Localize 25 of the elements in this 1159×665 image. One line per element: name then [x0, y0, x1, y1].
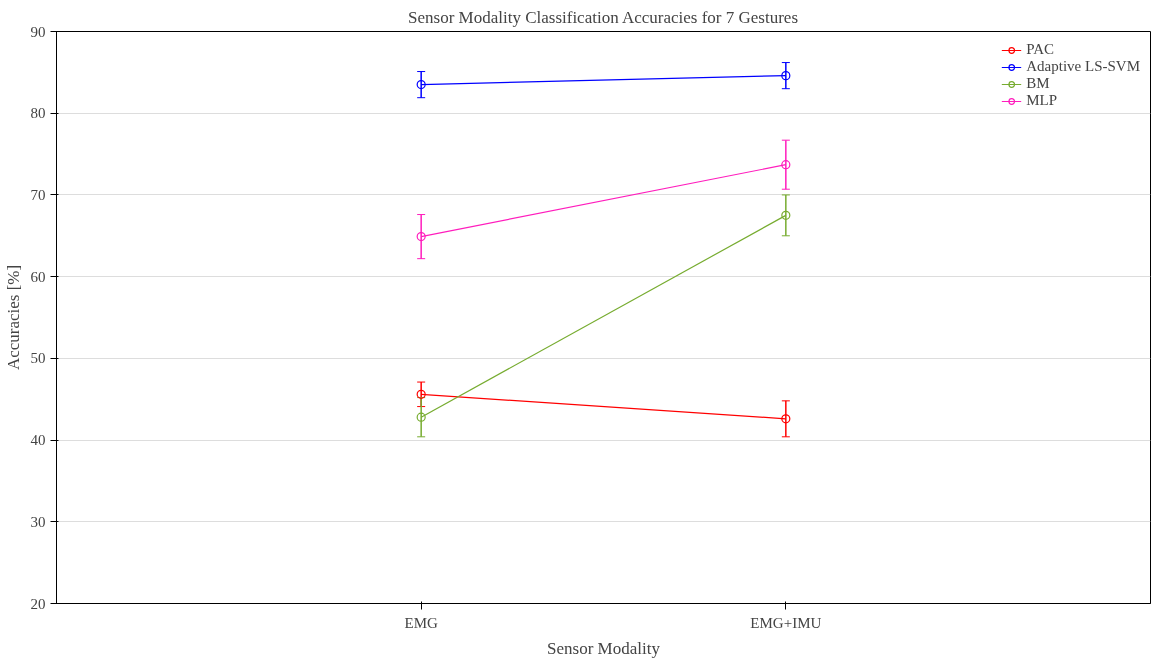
- x-axis-title: Sensor Modality: [547, 638, 661, 658]
- y-tick-label: 30: [30, 513, 46, 530]
- y-tick-label: 90: [30, 23, 46, 40]
- point: [781, 414, 791, 424]
- point: [781, 210, 791, 220]
- y-tick-label: 40: [30, 432, 46, 449]
- y-axis-title: Accuracies [%]: [3, 264, 23, 371]
- point: [416, 80, 426, 90]
- y-tick-label: 20: [30, 595, 46, 612]
- x-tick-label: EMG+IMU: [750, 614, 822, 631]
- chart-title: Sensor Modality Classification Accuracies for 7 Gestures: [408, 7, 799, 27]
- point: [416, 389, 426, 399]
- y-tick-label: 70: [30, 186, 46, 203]
- legend-label: Adaptive LS-SVM: [1026, 58, 1140, 75]
- point: [416, 412, 426, 422]
- y-tick-label: 50: [30, 350, 46, 367]
- point: [781, 160, 791, 170]
- y-tick-label: 60: [30, 268, 46, 285]
- x-tick-label: EMG: [404, 614, 438, 631]
- legend-label: PAC: [1026, 41, 1055, 58]
- point: [416, 232, 426, 242]
- point: [781, 71, 791, 81]
- legend-label: MLP: [1026, 92, 1058, 109]
- legend-label: BM: [1026, 75, 1050, 92]
- y-tick-label: 80: [30, 105, 46, 122]
